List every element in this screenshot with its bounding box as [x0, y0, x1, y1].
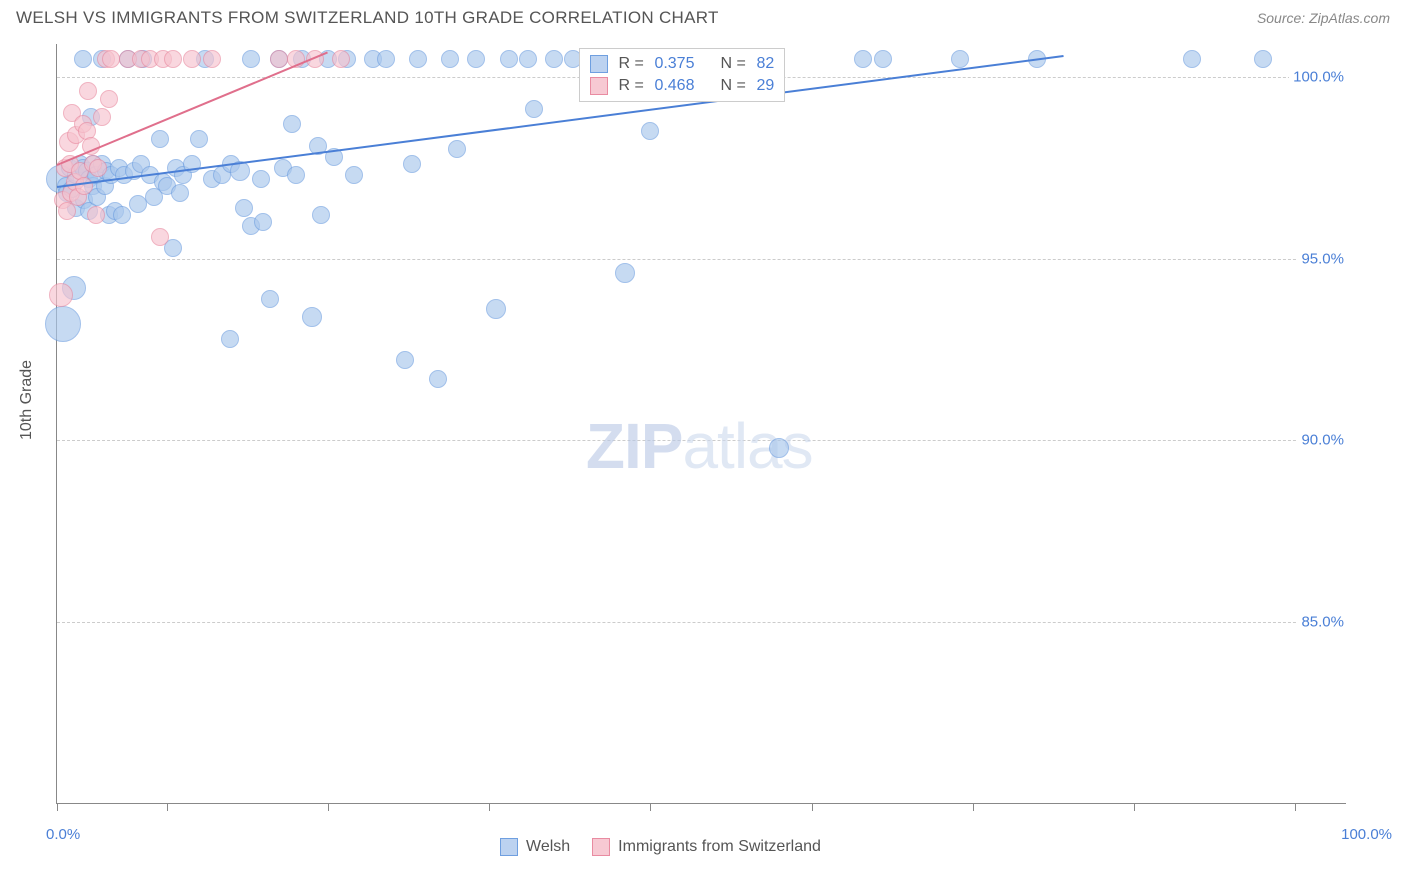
stat-r-value: 0.375 — [654, 55, 710, 73]
data-point — [270, 50, 288, 68]
gridline — [57, 259, 1346, 260]
x-tick — [328, 803, 329, 811]
x-tick — [1134, 803, 1135, 811]
y-tick-label: 100.0% — [1289, 68, 1348, 85]
data-point — [102, 50, 120, 68]
data-point — [874, 50, 892, 68]
x-tick — [812, 803, 813, 811]
data-point — [951, 50, 969, 68]
data-point — [467, 50, 485, 68]
source-label: Source: ZipAtlas.com — [1257, 10, 1390, 26]
data-point — [429, 370, 447, 388]
y-tick-label: 85.0% — [1297, 614, 1348, 631]
x-tick — [57, 803, 58, 811]
data-point — [1254, 50, 1272, 68]
data-point — [396, 351, 414, 369]
series-swatch — [590, 77, 608, 95]
data-point — [164, 50, 182, 68]
x-tick — [489, 803, 490, 811]
gridline — [57, 622, 1346, 623]
data-point — [641, 122, 659, 140]
data-point — [500, 50, 518, 68]
data-point — [221, 330, 239, 348]
stat-r-value: 0.468 — [654, 77, 710, 95]
y-tick-label: 90.0% — [1297, 432, 1348, 449]
data-point — [345, 166, 363, 184]
data-point — [254, 213, 272, 231]
data-point — [93, 108, 111, 126]
stat-n-label: N = — [720, 77, 746, 95]
stats-legend: R = 0.375 N = 82 R = 0.468 N = 29 — [579, 48, 785, 102]
data-point — [89, 159, 107, 177]
data-point — [100, 90, 118, 108]
stat-n-label: N = — [720, 55, 746, 73]
legend-bottom: Welsh Immigrants from Switzerland — [500, 838, 821, 856]
data-point — [75, 177, 93, 195]
x-tick — [167, 803, 168, 811]
data-point — [409, 50, 427, 68]
series-swatch — [590, 55, 608, 73]
legend-label: Welsh — [526, 838, 570, 856]
data-point — [79, 82, 97, 100]
data-point — [377, 50, 395, 68]
data-point — [448, 140, 466, 158]
legend-item: Welsh — [500, 838, 570, 856]
stat-n-value: 29 — [756, 77, 774, 95]
data-point — [151, 130, 169, 148]
data-point — [486, 299, 506, 319]
x-tick-label: 0.0% — [46, 826, 80, 843]
data-point — [1183, 50, 1201, 68]
data-point — [769, 438, 789, 458]
data-point — [545, 50, 563, 68]
data-point — [525, 100, 543, 118]
data-point — [261, 290, 279, 308]
stat-r-label: R = — [618, 77, 644, 95]
data-point — [151, 228, 169, 246]
data-point — [171, 184, 189, 202]
y-tick-label: 95.0% — [1297, 250, 1348, 267]
series-swatch — [500, 838, 518, 856]
data-point — [312, 206, 330, 224]
data-point — [403, 155, 421, 173]
trend-line — [57, 55, 1063, 188]
x-tick-label: 100.0% — [1341, 826, 1392, 843]
x-tick — [973, 803, 974, 811]
data-point — [252, 170, 270, 188]
data-point — [283, 115, 301, 133]
data-point — [441, 50, 459, 68]
stats-row: R = 0.375 N = 82 — [590, 53, 774, 75]
y-axis-label: 10th Grade — [18, 360, 36, 440]
data-point — [615, 263, 635, 283]
data-point — [87, 206, 105, 224]
stat-r-label: R = — [618, 55, 644, 73]
data-point — [183, 50, 201, 68]
chart-title: WELSH VS IMMIGRANTS FROM SWITZERLAND 10T… — [16, 8, 719, 28]
x-tick — [650, 803, 651, 811]
data-point — [74, 50, 92, 68]
data-point — [113, 206, 131, 224]
data-point — [203, 50, 221, 68]
data-point — [519, 50, 537, 68]
stat-n-value: 82 — [756, 55, 774, 73]
gridline — [57, 440, 1346, 441]
data-point — [287, 166, 305, 184]
stats-row: R = 0.468 N = 29 — [590, 75, 774, 97]
data-point — [242, 50, 260, 68]
legend-label: Immigrants from Switzerland — [618, 838, 821, 856]
data-point — [302, 307, 322, 327]
data-point — [235, 199, 253, 217]
data-point — [49, 283, 73, 307]
data-point — [332, 50, 350, 68]
data-point — [854, 50, 872, 68]
plot-area: 85.0%90.0%95.0%100.0%ZIPatlasR =0.375N =… — [56, 44, 1346, 804]
series-swatch — [592, 838, 610, 856]
data-point — [45, 306, 81, 342]
x-tick — [1295, 803, 1296, 811]
legend-item: Immigrants from Switzerland — [592, 838, 821, 856]
data-point — [190, 130, 208, 148]
